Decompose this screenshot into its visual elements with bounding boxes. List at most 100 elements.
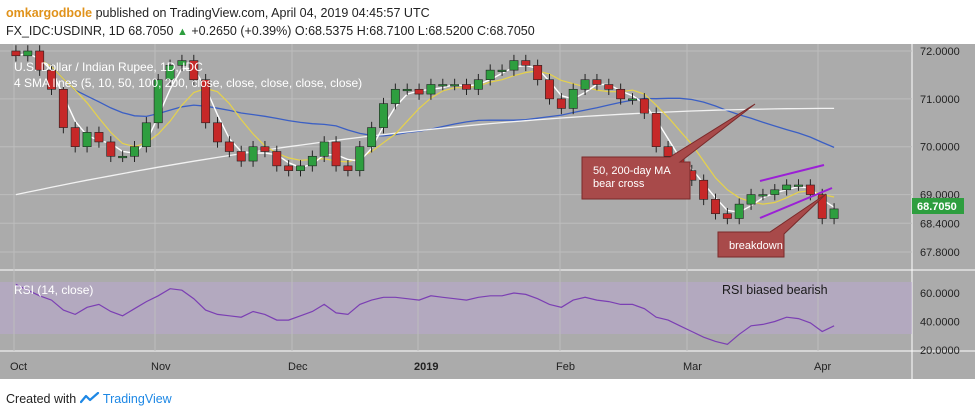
candle-body (379, 103, 388, 128)
candle-body (746, 194, 756, 205)
candle-body (722, 213, 732, 219)
candle-body (592, 79, 602, 85)
price-tick-label: 67.8000 (920, 247, 960, 259)
candle-body (450, 84, 460, 87)
candle-body (248, 146, 258, 162)
last-price: 68.7050 (128, 24, 174, 38)
price-pane-subtitle: 4 SMA lines (5, 10, 50, 100, 200, close,… (14, 76, 362, 90)
high-label: H: (356, 24, 370, 38)
low-label: L: (417, 24, 429, 38)
candle-body (331, 141, 341, 167)
high-value: 68.7100 (369, 24, 415, 38)
candle-body (438, 84, 448, 87)
candle-body (70, 127, 80, 148)
candle-body (770, 189, 780, 195)
candle-body (497, 69, 507, 72)
price-tick-label: 68.4000 (920, 218, 960, 230)
chart-canvas[interactable]: 67.800068.400069.000070.000071.000072.00… (0, 44, 975, 379)
candle-body (414, 88, 424, 95)
candle-body (94, 132, 104, 143)
candle-body (201, 79, 211, 124)
author-name[interactable]: omkargodbole (6, 6, 93, 20)
candle-body (580, 79, 590, 90)
low-value: 68.5200 (428, 24, 474, 38)
sma-5-line (15, 52, 835, 213)
candle-body (556, 98, 566, 109)
candle-body (568, 88, 578, 109)
candle-body (533, 65, 543, 81)
candle-body (130, 146, 139, 157)
close-value: 68.7050 (489, 24, 535, 38)
price-tick-label: 70.0000 (920, 142, 960, 154)
candle-body (817, 194, 827, 219)
published-text: published on TradingView.com, April 04, … (92, 6, 430, 20)
candle-body (319, 141, 329, 157)
time-tick-label: Nov (151, 361, 171, 373)
candle-body (616, 88, 626, 100)
candle-body (272, 151, 282, 167)
candle-body (141, 122, 151, 148)
breakdown-label: breakdown (729, 240, 783, 252)
candle-body (11, 50, 21, 57)
candle-body (734, 203, 744, 219)
price-tag-label: 68.7050 (917, 201, 957, 213)
sma-10-line (15, 52, 835, 205)
candle-body (224, 141, 234, 152)
candle-body (343, 165, 353, 171)
candle-body (462, 84, 471, 90)
open-value: 68.5375 (308, 24, 354, 38)
candle-body (628, 98, 637, 101)
sma-200-line (15, 107, 835, 196)
candle-body (805, 184, 815, 195)
candle-body (177, 60, 187, 66)
footer: Created with TradingView (0, 381, 975, 417)
candle-body (651, 112, 661, 148)
created-with-text: Created with (6, 392, 77, 406)
ma-cross-line2: bear cross (593, 178, 645, 190)
candle-body (711, 199, 720, 215)
price-tick-label: 71.0000 (920, 94, 960, 106)
candle-body (153, 79, 163, 124)
time-tick-label: Apr (814, 361, 831, 373)
rsi-annotation: RSI biased bearish (722, 283, 828, 297)
candle-body (296, 165, 305, 171)
candle-body (367, 127, 377, 148)
candle-body (521, 60, 531, 66)
open-label: O: (294, 24, 309, 38)
candle-body (106, 141, 116, 157)
candle-body (47, 69, 56, 90)
candle-body (782, 184, 792, 191)
price-change: +0.2650 (+0.39%) (191, 24, 292, 38)
candle-body (165, 65, 175, 81)
publisher-line: omkargodbole published on TradingView.co… (6, 6, 430, 20)
rsi-line (15, 283, 835, 345)
candle-body (473, 79, 483, 90)
candle-body (794, 184, 803, 187)
tradingview-brand[interactable]: TradingView (102, 392, 172, 406)
candle-body (639, 98, 649, 114)
symbol-label: FX_IDC:USDINR, 1D (6, 24, 125, 38)
time-tick-label: Dec (288, 361, 308, 373)
rsi-pane-title: RSI (14, close) (14, 283, 93, 297)
price-pane-title: U.S. Dollar / Indian Rupee, 1D, IDC (14, 60, 203, 74)
candle-body (58, 88, 68, 128)
close-label: C: (477, 24, 490, 38)
wedge-upper-line (759, 164, 825, 182)
rsi-tick-label: 60.0000 (920, 288, 960, 300)
candle-body (390, 88, 400, 104)
chart-area[interactable]: 67.8000 68.4000 69.0000 70.0000 71.0000 72.00… (0, 44, 975, 379)
candle-body (699, 179, 709, 200)
rsi-tick-label: 20.0000 (920, 345, 960, 357)
candle-body (545, 79, 554, 100)
price-tag (912, 198, 964, 214)
ma-cross-line1: 50, 200-day MA (593, 165, 671, 177)
candle-body (260, 146, 270, 152)
time-tick-label: Mar (683, 361, 702, 373)
candle-body (284, 165, 294, 171)
candle-body (189, 60, 199, 81)
time-tick-label: Feb (556, 361, 575, 373)
candle-body (402, 88, 412, 92)
candle-body (426, 84, 436, 95)
candle-body (35, 50, 45, 71)
candle-body (509, 60, 519, 71)
